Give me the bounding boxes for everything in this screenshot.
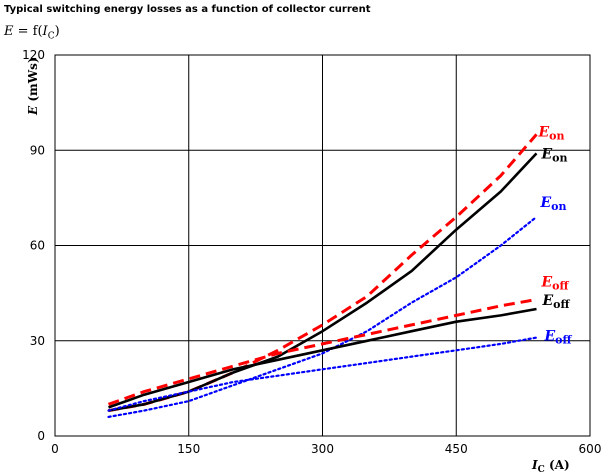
plot-frame <box>54 54 591 437</box>
y-tick-label: 90 <box>30 143 45 157</box>
y-tick-label: 0 <box>37 429 45 443</box>
grid-lines <box>55 55 590 436</box>
series-line-4 <box>107 298 537 406</box>
series-line-3 <box>107 215 538 418</box>
y-tick-labels: 0 30 60 90 120 <box>22 48 45 443</box>
series-label-5: Eoff <box>542 293 571 311</box>
y-axis-label: E (mWs) <box>26 57 40 116</box>
chart-title: Typical switching energy losses as a fun… <box>4 4 371 15</box>
series-label-6: Eoff <box>544 329 573 347</box>
series-label-3: Eon <box>540 195 567 213</box>
series-line-6 <box>107 336 538 412</box>
formula-sub: C <box>47 31 55 42</box>
series-label-4: Eoff <box>541 274 570 292</box>
series-line-5 <box>108 307 537 409</box>
y-tick-label: 30 <box>30 334 45 348</box>
formula-var: I <box>42 24 48 39</box>
y-tick-label: 120 <box>22 48 45 62</box>
x-tick-labels: 0 150 300 450 600 <box>51 442 601 456</box>
series-lines <box>107 133 538 418</box>
chart-formula: E = f(IC) <box>4 24 60 42</box>
formula-close: ) <box>54 24 60 39</box>
y-tick-label: 60 <box>30 239 45 253</box>
series-label-1: Eon <box>538 124 565 142</box>
formula-eq: = f( <box>13 24 43 39</box>
formula-lhs: E <box>4 24 14 39</box>
x-tick-label: 300 <box>311 442 334 456</box>
x-tick-label: 150 <box>177 442 200 456</box>
x-tick-label: 450 <box>445 442 468 456</box>
x-tick-label: 0 <box>51 442 59 456</box>
series-line-2 <box>108 152 538 412</box>
x-tick-label: 600 <box>579 442 602 456</box>
series-label-2: Eon <box>541 146 568 164</box>
x-axis-label: IC (A) <box>531 458 570 475</box>
